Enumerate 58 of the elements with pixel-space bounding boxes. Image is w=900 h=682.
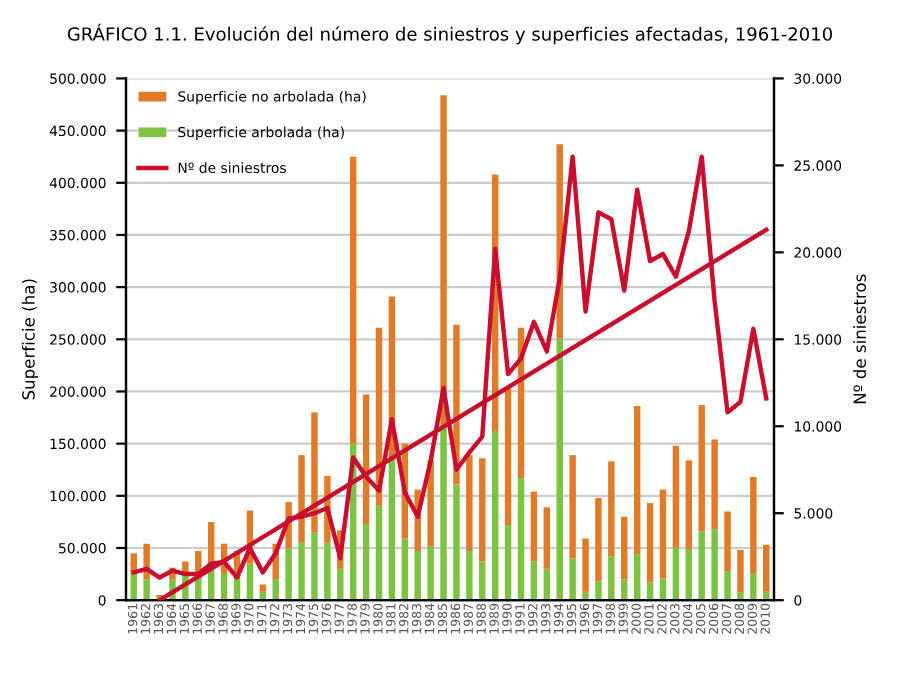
bar	[698, 531, 705, 601]
bar	[543, 507, 551, 569]
bar	[298, 542, 305, 601]
bar	[685, 460, 693, 550]
bar	[556, 338, 563, 601]
bar	[698, 405, 705, 532]
bar	[608, 461, 615, 557]
bar	[711, 439, 718, 530]
bar	[401, 538, 409, 601]
bar	[672, 445, 680, 548]
bar	[530, 491, 538, 562]
bar	[595, 497, 602, 582]
bar	[466, 455, 473, 552]
bar	[143, 579, 150, 601]
bar	[582, 538, 589, 592]
bar	[453, 484, 460, 601]
y-axis-title: Superficie (ha)	[21, 279, 39, 400]
chart-title: GRÁFICO 1.1. Evolución del número de siniestros y superficies afectadas, 1961-2010	[67, 23, 832, 45]
bar	[659, 489, 667, 579]
bar	[569, 455, 576, 559]
bar	[595, 581, 602, 601]
bar	[737, 550, 744, 593]
bar	[388, 459, 396, 601]
bar	[440, 424, 447, 601]
y2-axis-title: Nº de siniestros	[853, 274, 867, 404]
bar	[621, 516, 628, 580]
bar	[633, 554, 641, 601]
bar	[724, 570, 731, 601]
bar	[324, 542, 331, 601]
bar	[672, 547, 680, 601]
bar	[569, 558, 576, 601]
bar	[685, 549, 693, 601]
bar	[504, 525, 512, 601]
bar	[608, 556, 615, 601]
bar	[711, 529, 718, 601]
bar	[349, 156, 357, 444]
bar	[362, 523, 370, 601]
bar	[414, 551, 421, 601]
bar	[582, 591, 589, 601]
bar	[337, 568, 344, 601]
bar	[750, 477, 757, 574]
bar	[285, 547, 292, 601]
bar	[750, 573, 757, 601]
bar	[427, 545, 434, 601]
bar	[311, 412, 318, 533]
bar	[298, 455, 305, 543]
bar	[479, 458, 486, 562]
bar	[491, 431, 499, 601]
bar	[763, 544, 770, 592]
bar	[646, 503, 654, 583]
bar	[724, 511, 731, 571]
bar	[440, 95, 447, 425]
bar	[466, 551, 473, 601]
bar	[633, 406, 641, 555]
bar	[311, 532, 318, 601]
bar	[517, 478, 525, 601]
bar	[375, 505, 383, 601]
bar	[504, 388, 512, 526]
